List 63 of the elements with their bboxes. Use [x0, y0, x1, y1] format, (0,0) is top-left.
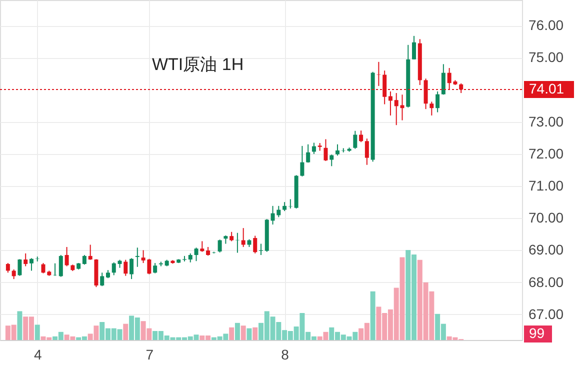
x-tick-label: 7 — [146, 346, 154, 362]
ref-line-label: 74.01 — [529, 80, 564, 96]
candlestick — [259, 243, 263, 256]
bar — [252, 327, 258, 340]
candlestick — [64, 246, 69, 267]
candlestick — [18, 258, 22, 276]
candlestick — [112, 262, 116, 276]
candlestick — [430, 101, 434, 116]
candlestick — [288, 198, 292, 209]
bar — [234, 322, 240, 340]
candlestick — [124, 259, 128, 276]
candlestick — [330, 154, 334, 167]
x-tick-label: 4 — [34, 346, 42, 362]
candlestick — [200, 240, 204, 252]
candlestick — [364, 138, 369, 166]
candlestick — [300, 145, 304, 177]
bar — [240, 326, 246, 340]
y-tick-label: 71.00 — [528, 178, 564, 194]
y-tick-label: 73.00 — [528, 113, 564, 130]
bar — [246, 328, 252, 340]
y-tick-label: 68.00 — [528, 274, 564, 290]
y-tick-label: 75.00 — [528, 49, 564, 66]
candlestick — [12, 268, 16, 280]
candlestick — [6, 262, 10, 274]
x-tick-label: 8 — [281, 346, 290, 362]
candlestick — [194, 247, 198, 262]
candlestick — [218, 239, 222, 253]
candlestick — [130, 258, 134, 280]
candlestick — [324, 138, 328, 162]
candlestick — [353, 130, 358, 150]
candlestick — [24, 252, 28, 267]
candlestick — [82, 254, 86, 266]
y-tick-label: 69.00 — [528, 242, 564, 258]
candlestick — [230, 231, 234, 242]
candlestick — [29, 258, 34, 272]
bar — [34, 324, 40, 340]
candlestick — [100, 272, 104, 287]
text: WTI原油 1H — [152, 55, 244, 74]
candlestick — [88, 244, 92, 260]
candlestick — [336, 144, 340, 156]
y-tick-label: 70.00 — [528, 210, 564, 226]
bar — [229, 327, 234, 340]
y-tick-label: 72.00 — [528, 145, 564, 162]
candlestick — [135, 247, 140, 268]
candlestick — [341, 148, 346, 153]
candlestick — [436, 90, 440, 113]
candlestick — [306, 144, 310, 164]
candlestick — [359, 130, 364, 143]
candlestick — [241, 228, 246, 248]
candlestick — [253, 235, 258, 254]
candlestick — [441, 64, 446, 96]
bar — [123, 324, 128, 340]
bar — [17, 311, 22, 340]
candlestick — [153, 262, 158, 274]
candlestick — [58, 254, 63, 278]
candlestick — [312, 142, 316, 154]
candlestick — [35, 256, 40, 262]
y-tick-label: 67.00 — [528, 306, 564, 322]
candlestick — [388, 90, 392, 116]
text: 99 — [529, 325, 545, 341]
bar — [370, 291, 376, 340]
y-tick-label: 76.00 — [528, 17, 564, 34]
candlestick — [412, 35, 416, 60]
